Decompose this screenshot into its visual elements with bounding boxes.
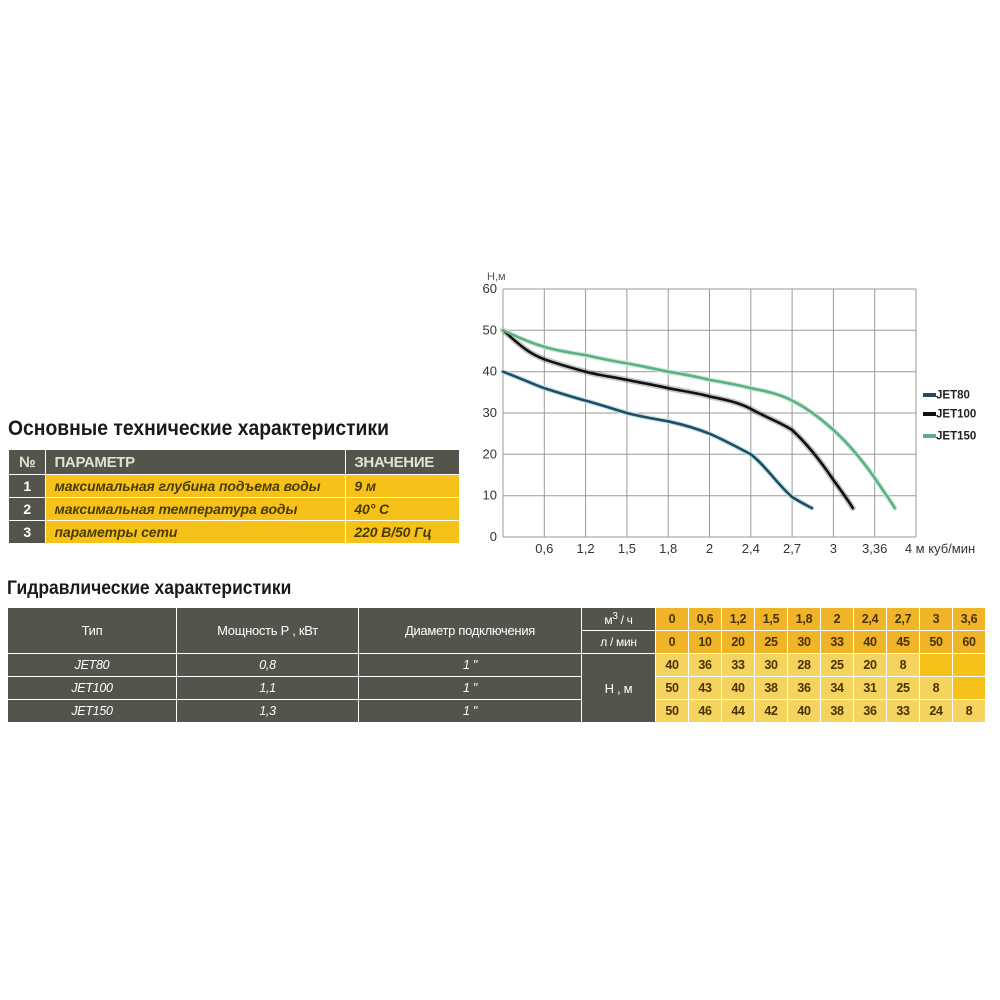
- svg-text:1,2: 1,2: [577, 541, 595, 556]
- svg-text:1,8: 1,8: [659, 541, 677, 556]
- svg-text:4 м куб/мин: 4 м куб/мин: [905, 541, 975, 556]
- svg-text:0: 0: [490, 529, 497, 544]
- svg-text:2,4: 2,4: [742, 541, 760, 556]
- svg-text:1,5: 1,5: [618, 541, 636, 556]
- svg-text:40: 40: [483, 364, 497, 379]
- svg-text:2,7: 2,7: [783, 541, 801, 556]
- svg-text:50: 50: [483, 322, 497, 337]
- svg-text:3: 3: [830, 541, 837, 556]
- svg-text:H,м: H,м: [487, 271, 506, 283]
- svg-text:10: 10: [483, 488, 497, 503]
- svg-text:JET80: JET80: [936, 390, 970, 402]
- svg-text:JET100: JET100: [936, 409, 976, 421]
- svg-text:0,6: 0,6: [535, 541, 553, 556]
- svg-text:JET150: JET150: [936, 431, 976, 443]
- svg-text:30: 30: [483, 405, 497, 420]
- svg-text:60: 60: [483, 281, 497, 296]
- svg-text:20: 20: [483, 446, 497, 461]
- svg-text:3,36: 3,36: [862, 541, 887, 556]
- svg-text:2: 2: [706, 541, 713, 556]
